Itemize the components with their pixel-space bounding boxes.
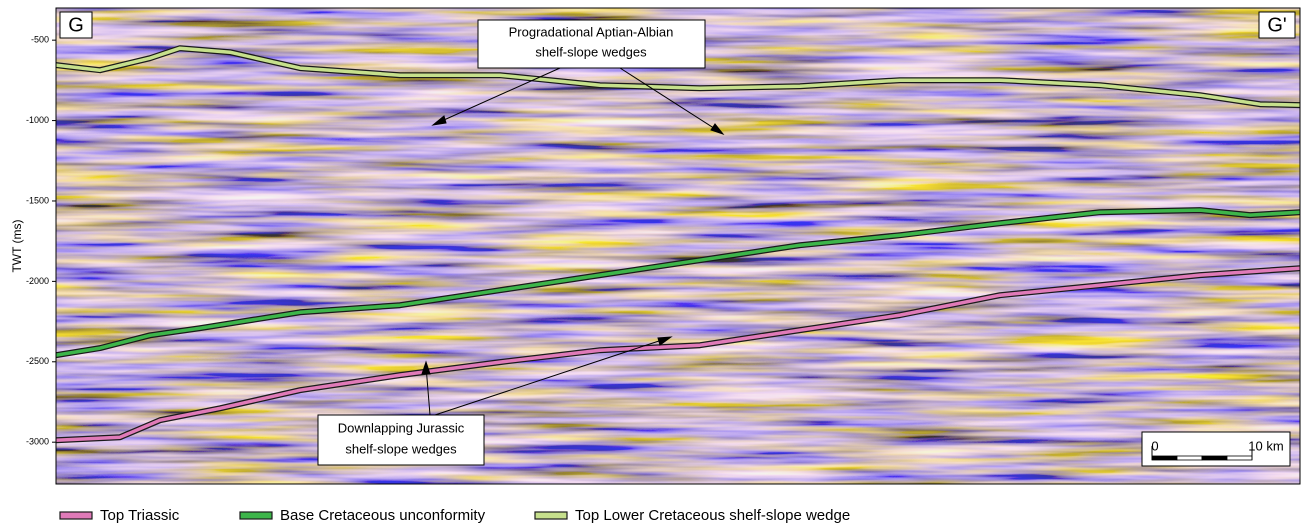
annotation-text: shelf-slope wedges	[345, 441, 457, 456]
seismic-texture	[56, 8, 1300, 484]
legend-label: Top Triassic	[100, 507, 180, 524]
scale-bar-label: 10 km	[1248, 438, 1283, 453]
y-tick-label: -1500	[26, 195, 49, 205]
annotation-text: Downlapping Jurassic	[338, 420, 465, 435]
legend-swatch	[535, 512, 567, 519]
y-tick-label: -3000	[26, 437, 49, 447]
legend-label: Top Lower Cretaceous shelf-slope wedge	[575, 507, 850, 524]
scale-bar-segment	[1227, 456, 1252, 460]
scale-bar-segment	[1152, 456, 1177, 460]
y-axis-label: TWT (ms)	[10, 219, 24, 272]
annotation-text: Progradational Aptian-Albian	[509, 24, 674, 39]
section-start-label: G	[68, 14, 84, 36]
legend-swatch	[60, 512, 92, 519]
legend-swatch	[240, 512, 272, 519]
y-tick-label: -1000	[26, 115, 49, 125]
scale-bar-segment	[1202, 456, 1227, 460]
y-tick-label: -2000	[26, 276, 49, 286]
annotation-text: shelf-slope wedges	[535, 44, 647, 59]
figure: TWT (ms) G G' Progradational Aptian-Albi…	[0, 0, 1305, 526]
section-end-label: G'	[1267, 14, 1286, 36]
scale-bar-segment	[1177, 456, 1202, 460]
scale-bar-label: 0	[1151, 438, 1158, 453]
y-tick-label: -2500	[26, 356, 49, 366]
legend-label: Base Cretaceous unconformity	[280, 507, 486, 524]
y-tick-label: -500	[31, 35, 49, 45]
